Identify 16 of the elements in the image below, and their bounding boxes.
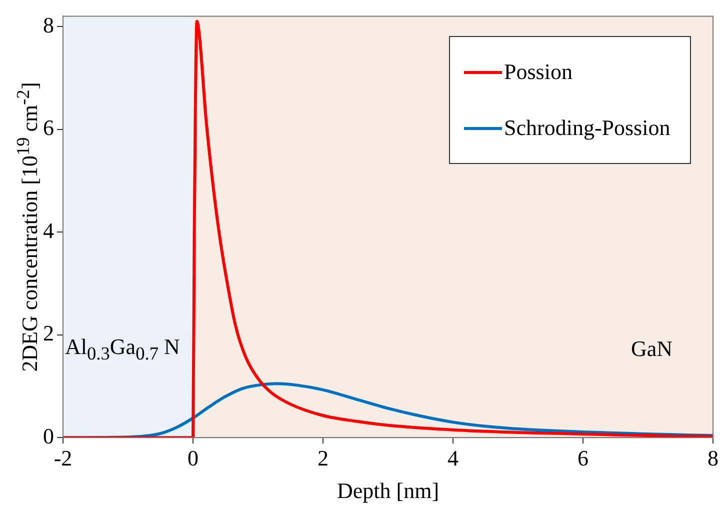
x-axis-title: Depth [nm] [336,478,440,504]
band-label: Al$_{0.3}$Ga$_{0.7}$ N [65,334,180,364]
legend-label: Possion [504,59,572,86]
y-tick-label: 6 [43,115,54,140]
x-tick-label: 8 [708,446,718,471]
x-tick-label: 2 [318,446,328,471]
x-tick-label: 6 [578,446,588,471]
y-tick-label: 0 [43,423,54,448]
legend-label: Schroding-Possion [504,115,670,142]
x-tick-label: 4 [448,446,458,471]
y-tick-label: 4 [43,218,54,243]
band-label: GaN [631,336,673,362]
y-tick-label: 2 [43,320,54,346]
y-tick-label: 8 [43,12,54,38]
x-tick-label: 0 [188,446,198,471]
x-tick-label: -2 [54,446,72,471]
